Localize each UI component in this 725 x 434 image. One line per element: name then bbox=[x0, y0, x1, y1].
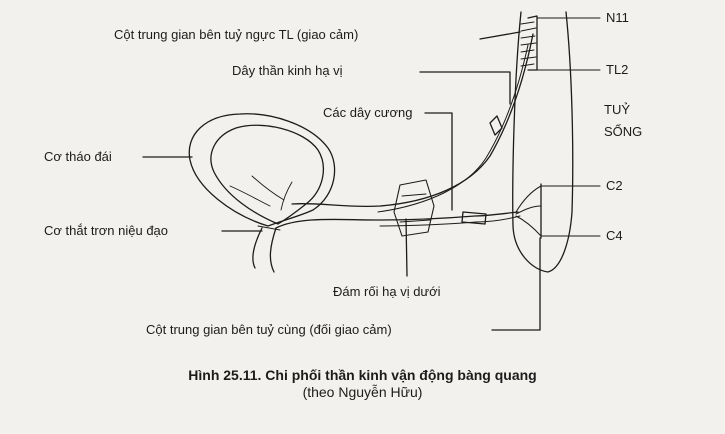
hypogastric-nerve bbox=[291, 33, 534, 208]
label-c4: C4 bbox=[606, 228, 623, 243]
spinal-cord-shape bbox=[512, 11, 574, 273]
hypogastric-ganglion bbox=[489, 115, 503, 136]
label-spinal-cord-line1: TUỶ bbox=[604, 102, 630, 117]
label-tl2: TL2 bbox=[606, 62, 629, 77]
label-c2: C2 bbox=[606, 178, 623, 193]
figure-caption-source: (theo Nguyễn Hữu) bbox=[302, 384, 423, 400]
urethra bbox=[252, 227, 277, 273]
label-sacral-column: Cột trung gian bên tuỷ cùng (đối giao cả… bbox=[146, 322, 392, 337]
label-detrusor: Cơ tháo đái bbox=[44, 149, 112, 164]
pelvic-nerve-ganglion bbox=[461, 211, 487, 225]
thoracolumbar-segment bbox=[527, 15, 538, 71]
label-urethral-sphincter: Cơ thắt trơn niệu đạo bbox=[44, 223, 169, 238]
label-spinal-cord-line2: SỐNG bbox=[604, 124, 643, 139]
label-thoracolumbar-column: Cột trung gian bên tuỷ ngực TL (giao cảm… bbox=[114, 27, 359, 42]
pelvic-nerves bbox=[275, 211, 519, 229]
bladder bbox=[188, 113, 336, 227]
inferior-hypogastric-plexus bbox=[393, 179, 435, 237]
label-inferior-plexus: Đám rối hạ vị dưới bbox=[333, 284, 441, 299]
label-hypogastric-nerve: Dây thần kinh hạ vị bbox=[232, 63, 343, 78]
label-pelvic-nerves: Các dây cương bbox=[323, 105, 413, 120]
figure-caption-title: Hình 25.11. Chi phối thần kinh vận động … bbox=[188, 367, 537, 383]
label-n11: N11 bbox=[606, 10, 629, 25]
